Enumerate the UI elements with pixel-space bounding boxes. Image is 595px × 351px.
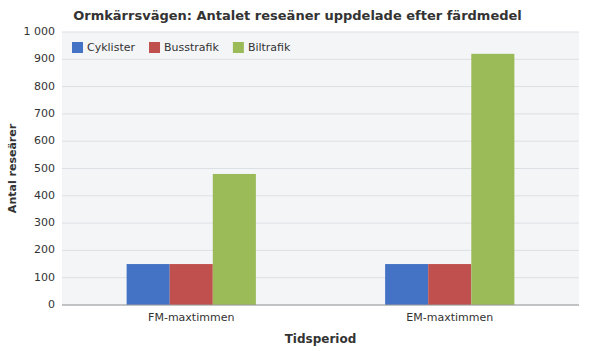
bar bbox=[213, 174, 256, 305]
y-axis-label: Antal reseärer bbox=[6, 123, 19, 213]
legend-label: Cyklister bbox=[87, 41, 135, 54]
y-tick-label: 400 bbox=[34, 189, 55, 202]
y-tick-label: 900 bbox=[34, 52, 55, 65]
x-axis: FM-maxtimmen EM-maxtimmen bbox=[148, 311, 493, 324]
legend: Cyklister Busstrafik Biltrafik bbox=[72, 41, 291, 54]
legend-swatch bbox=[149, 42, 160, 53]
legend-label: Biltrafik bbox=[248, 41, 291, 54]
legend-label: Busstrafik bbox=[164, 41, 219, 54]
y-tick-label: 300 bbox=[34, 216, 55, 229]
chart: 0 100 200 300 400 500 600 700 800 900 1 000 FM-maxt… bbox=[0, 0, 595, 351]
y-tick-label: 1 000 bbox=[24, 25, 56, 38]
x-tick-label: FM-maxtimmen bbox=[148, 311, 234, 324]
y-axis: 0 100 200 300 400 500 600 700 800 900 1 000 bbox=[24, 25, 580, 311]
x-tick-label: EM-maxtimmen bbox=[406, 311, 493, 324]
title: Ormkärrsvägen: Antalet reseäner uppdelad… bbox=[73, 8, 522, 23]
y-tick-label: 800 bbox=[34, 80, 55, 93]
bar bbox=[385, 264, 428, 305]
bars bbox=[127, 54, 515, 305]
legend-swatch bbox=[72, 42, 83, 53]
y-tick-label: 0 bbox=[48, 298, 55, 311]
x-axis-line bbox=[62, 305, 579, 306]
bar bbox=[127, 264, 170, 305]
y-tick-label: 500 bbox=[34, 162, 55, 175]
y-tick-label: 200 bbox=[34, 243, 55, 256]
x-axis-label: Tidsperiod bbox=[285, 332, 357, 346]
grid-line bbox=[62, 305, 579, 306]
grid-line bbox=[62, 32, 579, 33]
y-tick-label: 100 bbox=[34, 271, 55, 284]
bar bbox=[428, 264, 471, 305]
bar bbox=[471, 54, 514, 305]
plot-area bbox=[62, 32, 579, 305]
y-tick-label: 600 bbox=[34, 134, 55, 147]
legend-swatch bbox=[233, 42, 244, 53]
bar bbox=[170, 264, 213, 305]
y-tick-label: 700 bbox=[34, 107, 55, 120]
